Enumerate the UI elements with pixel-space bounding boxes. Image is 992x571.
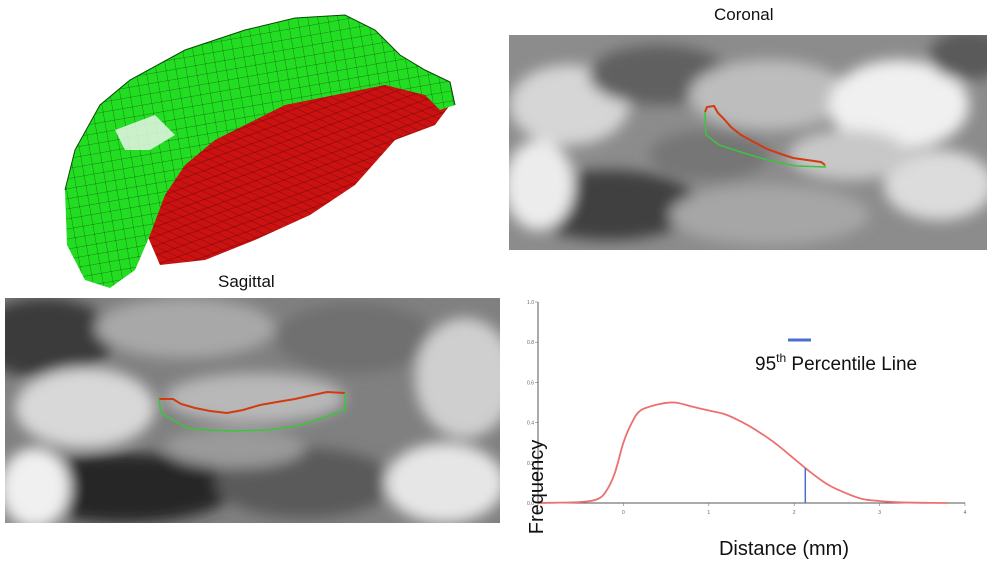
frequency-chart-svg: -1 0 1 2 3 4 0.0 0.2 0.4 0.6 0.8 1.0 95th Percentil…	[526, 300, 967, 560]
x-tick-label: 2	[793, 510, 796, 516]
y-tick-label: 0.6	[527, 380, 534, 386]
sagittal-mri-svg	[5, 298, 500, 523]
y-tick-label: 0.8	[527, 340, 534, 346]
coronal-label: Coronal	[714, 5, 774, 24]
frequency-curve	[537, 401, 948, 504]
mesh-highlight	[115, 115, 175, 150]
sagittal-mri	[5, 298, 500, 523]
x-tick-label: 3	[878, 510, 881, 516]
x-tick-label: 1	[707, 510, 710, 516]
sagittal-contour-green	[158, 393, 346, 432]
chart-ticks: -1 0 1 2 3 4 0.0 0.2 0.4 0.6 0.8 1.0	[527, 300, 967, 516]
mesh-green-texture	[65, 15, 455, 288]
mesh-edge	[64, 14, 456, 191]
coronal-mri	[509, 35, 987, 250]
sagittal-contour-red	[159, 390, 346, 415]
y-tick-label: 1.0	[527, 300, 534, 306]
y-tick-label: 0.4	[527, 421, 534, 427]
mesh-svg	[64, 14, 456, 288]
percentile-legend-label: 95th Percentile Line	[755, 351, 917, 375]
chart-axes	[537, 302, 965, 504]
coronal-contour-red	[704, 104, 826, 166]
coronal-contour-green	[704, 111, 826, 168]
y-tick-label: 0.0	[527, 501, 534, 507]
x-axis-label: Distance (mm)	[719, 538, 849, 560]
frequency-chart: -1 0 1 2 3 4 0.0 0.2 0.4 0.6 0.8 1.0 95th Percentil…	[500, 290, 992, 566]
y-tick-label: 0.2	[527, 461, 534, 467]
y-axis-label: Frequency	[526, 440, 548, 535]
x-tick-label: 4	[964, 510, 967, 516]
x-tick-label: -1	[536, 510, 541, 516]
x-tick-label: 0	[622, 510, 625, 516]
sagittal-label: Sagittal	[218, 272, 275, 291]
coronal-mri-svg	[509, 35, 987, 250]
mesh-render	[55, 10, 460, 295]
